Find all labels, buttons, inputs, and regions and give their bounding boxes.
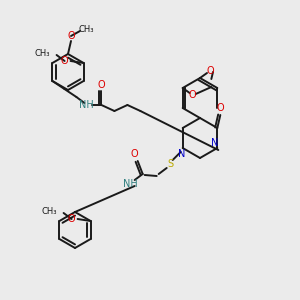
Text: O: O xyxy=(67,31,75,41)
Text: O: O xyxy=(61,56,68,66)
Text: O: O xyxy=(98,80,105,90)
Text: N: N xyxy=(178,149,185,159)
Text: O: O xyxy=(189,90,196,100)
Text: N: N xyxy=(211,138,218,148)
Text: CH₃: CH₃ xyxy=(34,50,50,58)
Text: NH: NH xyxy=(123,179,138,189)
Text: O: O xyxy=(206,66,214,76)
Text: S: S xyxy=(168,159,174,169)
Text: CH₃: CH₃ xyxy=(41,208,57,217)
Text: O: O xyxy=(68,214,75,224)
Text: O: O xyxy=(217,103,224,113)
Text: CH₃: CH₃ xyxy=(78,26,94,34)
Text: O: O xyxy=(131,149,139,159)
Text: NH: NH xyxy=(79,100,94,110)
